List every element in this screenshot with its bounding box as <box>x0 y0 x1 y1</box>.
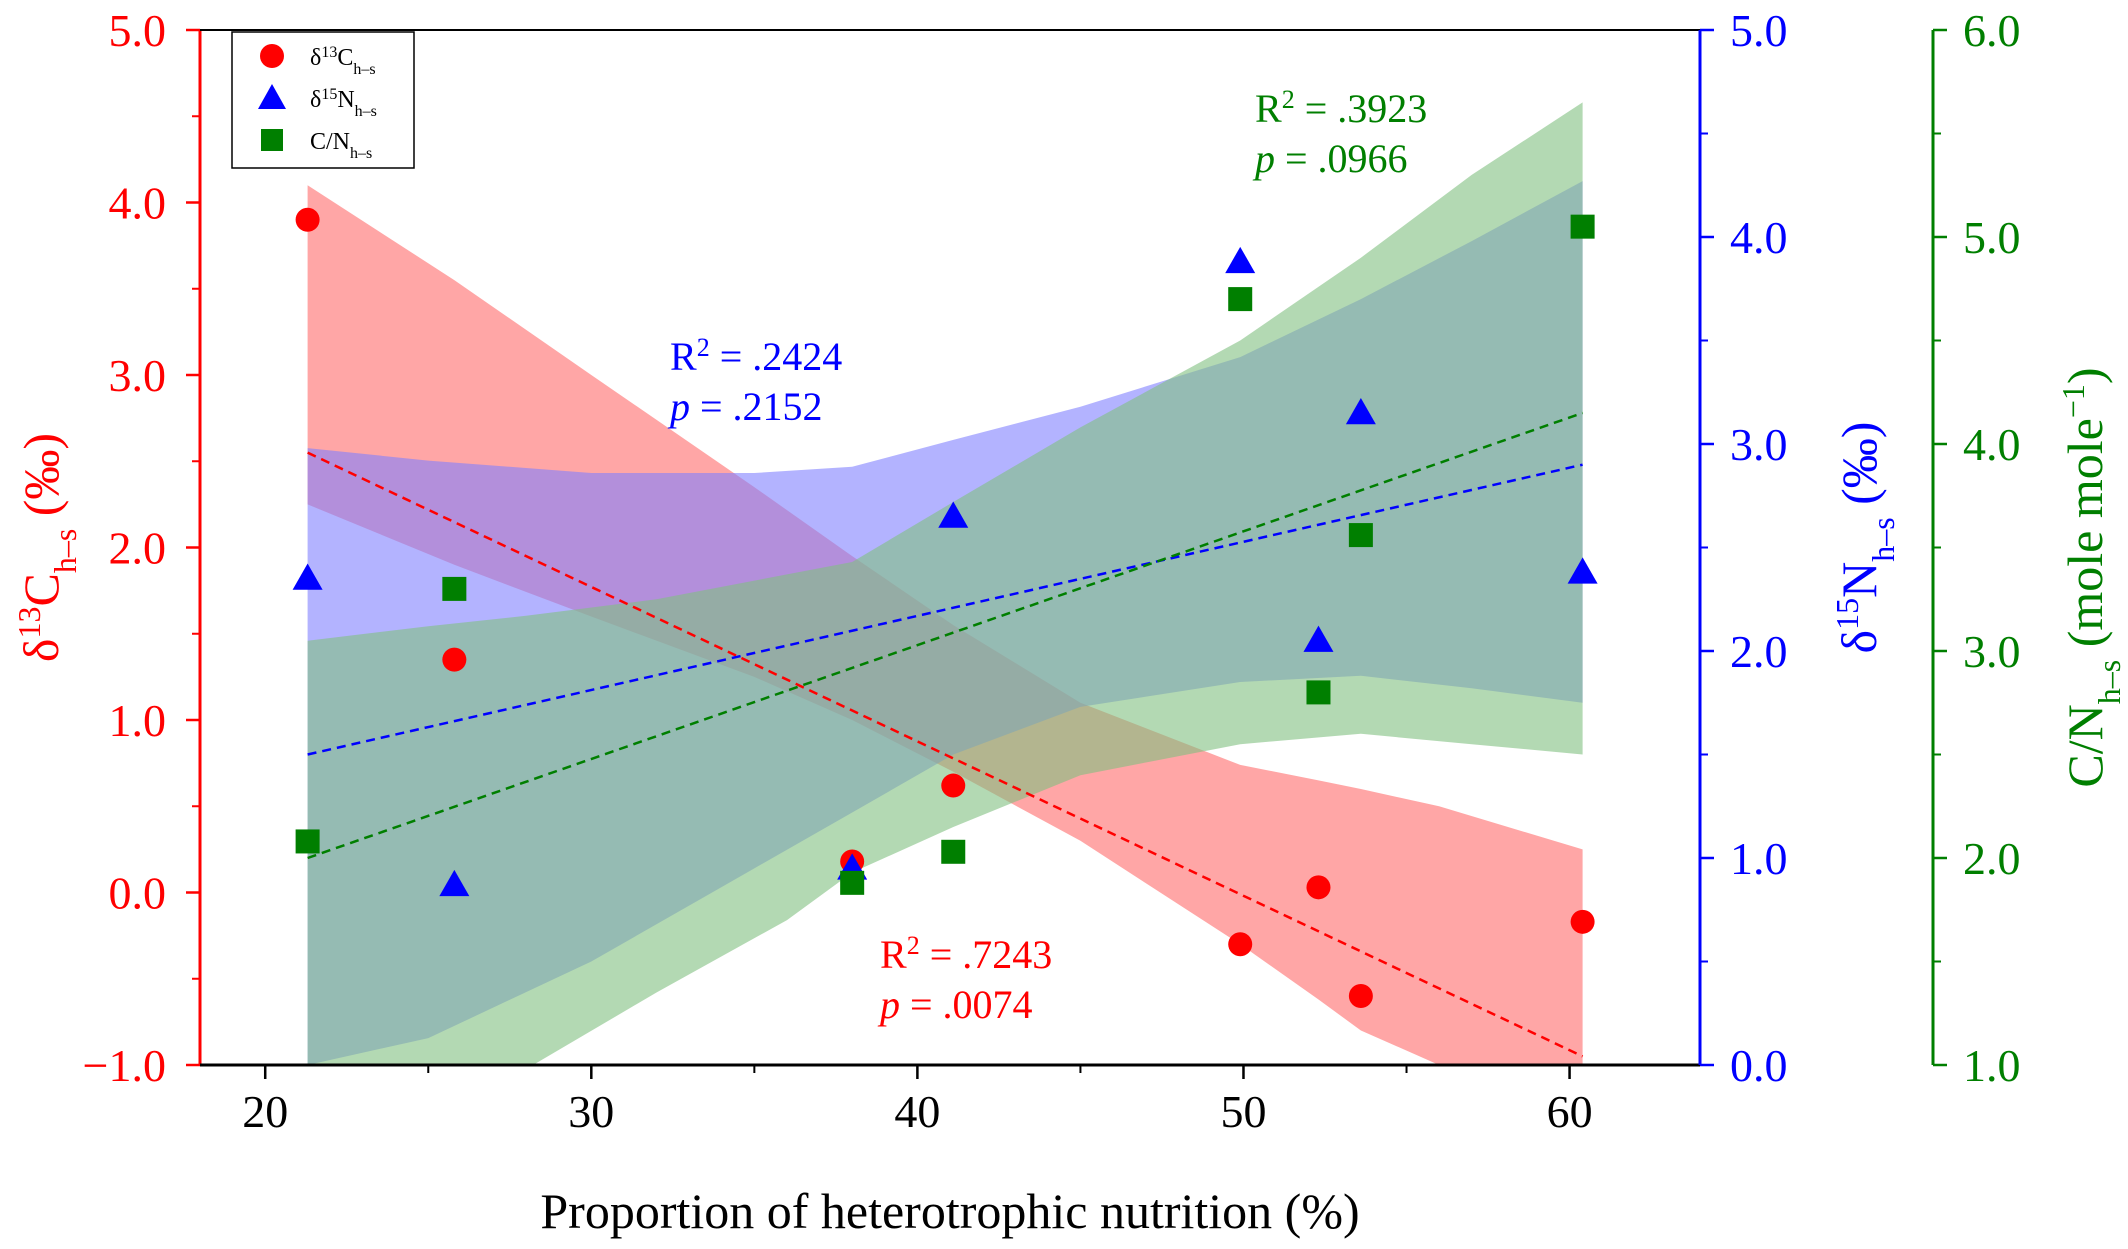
p-annotation: p = .0074 <box>877 982 1033 1027</box>
x-tick-label: 60 <box>1547 1086 1593 1137</box>
data-point-square <box>1306 680 1331 705</box>
left-tick-label: 0.0 <box>109 868 167 919</box>
right2-tick-label: 5.0 <box>1963 212 2021 263</box>
left-tick-label: 2.0 <box>109 523 167 574</box>
left-tick-label: 5.0 <box>109 5 167 56</box>
right2-axis-title: C/Nh–s (mole mole−1) <box>2055 367 2127 787</box>
legend-label: δ15Nh–s <box>310 86 377 120</box>
r2-annotation: R2 = .2424 <box>670 333 842 380</box>
data-point-triangle <box>439 869 470 897</box>
confidence-band-square <box>307 102 1583 1065</box>
x-tick-label: 20 <box>242 1086 288 1137</box>
p-annotation: p = .0966 <box>1252 136 1408 181</box>
regression-line-square <box>307 411 1584 860</box>
data-point-circle <box>1228 932 1253 957</box>
data-point-triangle <box>292 563 323 590</box>
r2-annotation: R2 = .7243 <box>880 931 1052 978</box>
right1-tick-label: 5.0 <box>1730 5 1788 56</box>
regression-line-triangle <box>307 463 1583 756</box>
right2-tick-label: 2.0 <box>1963 833 2021 884</box>
r2-annotation: R2 = .3923 <box>1255 85 1427 132</box>
left-tick-label: −1.0 <box>83 1040 166 1091</box>
data-point-triangle <box>1567 557 1598 584</box>
x-tick-label: 30 <box>568 1086 614 1137</box>
legend-marker-triangle <box>258 84 286 109</box>
data-point-triangle <box>938 501 969 528</box>
p-annotation: p = .2152 <box>667 384 823 429</box>
data-point-square <box>840 870 865 895</box>
data-point-square <box>1228 287 1253 312</box>
data-point-square <box>1348 523 1373 548</box>
x-axis-title: Proportion of heterotrophic nutrition (%… <box>540 1183 1359 1239</box>
right1-axis-title: δ15Nh–s (‰) <box>1829 422 1901 654</box>
legend-label: C/Nh–s <box>310 129 372 162</box>
right2-tick-label: 3.0 <box>1963 626 2021 677</box>
x-tick-label: 40 <box>894 1086 940 1137</box>
right2-tick-label: 1.0 <box>1963 1040 2021 1091</box>
axes: 20 30 40 50 60 Proportion of heterotrophic nu… <box>11 5 2127 1239</box>
right1-tick-label: 4.0 <box>1730 212 1788 263</box>
data-point-square <box>295 829 320 854</box>
confidence-bands <box>307 102 1583 1065</box>
data-point-triangle <box>1303 625 1334 652</box>
right2-tick-label: 6.0 <box>1963 5 2021 56</box>
left-axis-title: δ13Ch–s (‰) <box>11 433 83 662</box>
right1-tick-label: 1.0 <box>1730 833 1788 884</box>
data-point-triangle <box>1225 246 1256 274</box>
data-point-square <box>442 576 467 601</box>
legend: δ13Ch–s δ15Nh–s C/Nh–s <box>231 31 415 169</box>
data-point-triangle <box>1345 397 1376 425</box>
left-tick-label: 3.0 <box>109 350 167 401</box>
right2-tick-label: 4.0 <box>1963 419 2021 470</box>
data-point-square <box>1570 214 1595 239</box>
data-point-circle <box>1306 875 1331 900</box>
data-point-circle <box>1570 909 1595 934</box>
left-tick-label: 1.0 <box>109 695 167 746</box>
regression-lines <box>307 411 1584 1058</box>
legend-label: δ13Ch–s <box>310 44 376 78</box>
data-point-circle <box>295 207 320 232</box>
data-point-circle <box>1348 984 1373 1008</box>
right1-tick-label: 3.0 <box>1730 419 1788 470</box>
data-point-circle <box>941 773 966 798</box>
legend-marker-circle <box>260 44 284 68</box>
regression-line-circle <box>307 451 1584 1058</box>
data-points <box>292 207 1598 1008</box>
data-point-square <box>941 839 966 864</box>
x-tick-label: 50 <box>1220 1086 1266 1137</box>
right1-tick-label: 2.0 <box>1730 626 1788 677</box>
right1-tick-label: 0.0 <box>1730 1040 1788 1091</box>
legend-marker-square <box>261 129 283 151</box>
data-point-circle <box>442 647 467 672</box>
left-tick-label: 4.0 <box>109 178 167 229</box>
